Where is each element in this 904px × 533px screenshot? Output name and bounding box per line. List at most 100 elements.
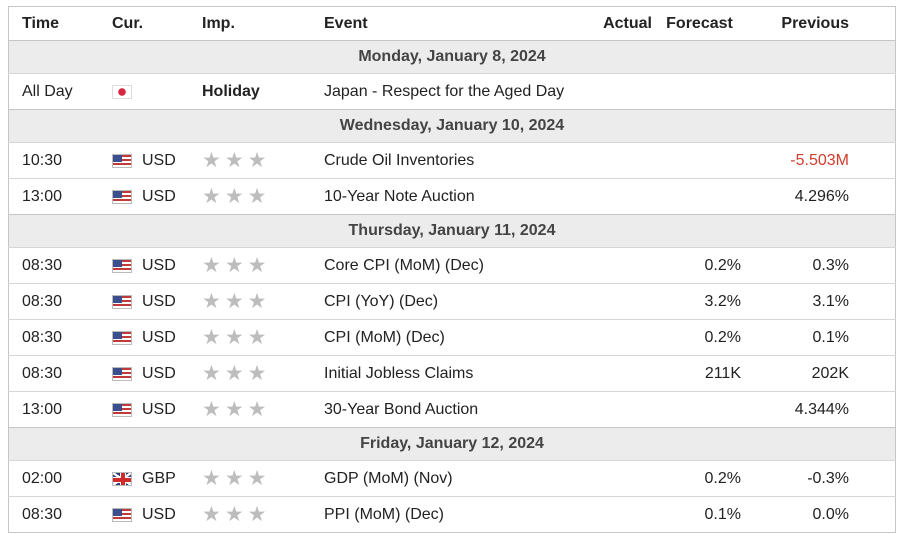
- star-icon: ★: [247, 467, 267, 490]
- event-row[interactable]: 13:00 USD ★ ★ ★ 30-Year Bond Auction 4.344%: [8, 391, 896, 428]
- col-header-forecast[interactable]: Forecast: [652, 6, 747, 41]
- event-previous: [747, 73, 896, 110]
- us-flag-icon: [112, 330, 132, 345]
- event-currency-cell: USD: [112, 247, 202, 284]
- event-row[interactable]: 08:30 USD ★ ★ ★ CPI (YoY) (Dec) 3.2% 3.1%: [8, 283, 896, 320]
- star-icon: ★: [247, 149, 267, 172]
- event-row[interactable]: 08:30 USD ★ ★ ★ Initial Jobless Claims 211K 202…: [8, 355, 896, 392]
- event-time: 08:30: [8, 283, 112, 320]
- star-icon: ★: [202, 326, 221, 349]
- event-currency-cell: USD: [112, 178, 202, 215]
- currency: [112, 84, 202, 99]
- event-forecast: 0.2%: [652, 247, 747, 284]
- event-row[interactable]: 08:30 USD ★ ★ ★ CPI (MoM) (Dec) 0.2% 0.1%: [8, 319, 896, 356]
- star-icon: ★: [247, 326, 267, 349]
- event-previous: 202K: [747, 355, 896, 392]
- importance-stars: ★ ★ ★: [202, 291, 324, 312]
- event-currency-cell: USD: [112, 391, 202, 428]
- event-importance: ★ ★ ★: [202, 178, 324, 215]
- currency: USD: [112, 152, 202, 170]
- star-icon: ★: [202, 254, 221, 277]
- event-currency-cell: USD: [112, 283, 202, 320]
- importance-stars: ★ ★ ★: [202, 399, 324, 420]
- event-previous: -0.3%: [747, 460, 896, 497]
- event-forecast: [652, 142, 747, 179]
- event-forecast: 0.1%: [652, 496, 747, 533]
- event-previous: 4.296%: [747, 178, 896, 215]
- currency: USD: [112, 188, 202, 206]
- currency-code: USD: [142, 187, 176, 205]
- star-icon: ★: [202, 290, 221, 313]
- event-name[interactable]: Initial Jobless Claims: [324, 355, 587, 392]
- event-actual: [587, 142, 652, 179]
- event-time: 08:30: [8, 496, 112, 533]
- importance-stars: ★ ★ ★: [202, 327, 324, 348]
- col-header-importance[interactable]: Imp.: [202, 6, 324, 41]
- col-header-event[interactable]: Event: [324, 6, 587, 41]
- currency: USD: [112, 257, 202, 275]
- event-importance: ★ ★ ★: [202, 247, 324, 284]
- currency-code: USD: [142, 256, 176, 274]
- col-header-previous[interactable]: Previous: [747, 6, 896, 41]
- event-row[interactable]: 10:30 USD ★ ★ ★ Crude Oil Inventories -5.503M: [8, 142, 896, 179]
- currency: USD: [112, 401, 202, 419]
- currency: USD: [112, 293, 202, 311]
- event-forecast: 0.2%: [652, 319, 747, 356]
- event-previous: 3.1%: [747, 283, 896, 320]
- col-header-actual[interactable]: Actual: [587, 6, 652, 41]
- event-actual: [587, 496, 652, 533]
- event-forecast: 211K: [652, 355, 747, 392]
- star-icon: ★: [224, 503, 244, 526]
- event-forecast: [652, 178, 747, 215]
- event-name[interactable]: Japan - Respect for the Aged Day: [324, 73, 587, 110]
- event-actual: [587, 247, 652, 284]
- event-currency-cell: USD: [112, 496, 202, 533]
- event-row[interactable]: 08:30 USD ★ ★ ★ Core CPI (MoM) (Dec) 0.2% 0.3%: [8, 247, 896, 284]
- currency-code: USD: [142, 151, 176, 169]
- event-name[interactable]: CPI (YoY) (Dec): [324, 283, 587, 320]
- star-icon: ★: [224, 326, 244, 349]
- event-actual: [587, 283, 652, 320]
- star-icon: ★: [224, 185, 244, 208]
- date-row: Friday, January 12, 2024: [8, 427, 896, 461]
- currency-code: USD: [142, 364, 176, 382]
- event-importance: ★ ★ ★: [202, 142, 324, 179]
- event-actual: [587, 319, 652, 356]
- event-row[interactable]: 02:00 GBP ★ ★ ★ GDP (MoM) (Nov) 0.2% -0.3%: [8, 460, 896, 497]
- event-previous: 4.344%: [747, 391, 896, 428]
- event-row[interactable]: 13:00 USD ★ ★ ★ 10-Year Note Auction 4.296%: [8, 178, 896, 215]
- event-importance: ★ ★ ★: [202, 355, 324, 392]
- event-name[interactable]: GDP (MoM) (Nov): [324, 460, 587, 497]
- star-icon: ★: [224, 290, 244, 313]
- event-name[interactable]: CPI (MoM) (Dec): [324, 319, 587, 356]
- event-forecast: 3.2%: [652, 283, 747, 320]
- event-forecast: [652, 391, 747, 428]
- event-time: 13:00: [8, 178, 112, 215]
- us-flag-icon: [112, 153, 132, 168]
- col-header-currency[interactable]: Cur.: [112, 6, 202, 41]
- currency: GBP: [112, 470, 202, 488]
- event-currency-cell: [112, 73, 202, 110]
- currency-code: USD: [142, 292, 176, 310]
- event-name[interactable]: Core CPI (MoM) (Dec): [324, 247, 587, 284]
- star-icon: ★: [247, 362, 267, 385]
- event-previous: -5.503M: [747, 142, 896, 179]
- event-forecast: 0.2%: [652, 460, 747, 497]
- event-currency-cell: USD: [112, 319, 202, 356]
- uk-flag-icon: [112, 471, 132, 486]
- importance-stars: ★ ★ ★: [202, 255, 324, 276]
- event-name[interactable]: Crude Oil Inventories: [324, 142, 587, 179]
- event-row[interactable]: All Day Holiday Japan - Respect for the Ag…: [8, 73, 896, 110]
- star-icon: ★: [247, 254, 267, 277]
- event-row[interactable]: 08:30 USD ★ ★ ★ PPI (MoM) (Dec) 0.1% 0.0%: [8, 496, 896, 533]
- event-importance: ★ ★ ★: [202, 283, 324, 320]
- star-icon: ★: [247, 398, 267, 421]
- event-importance: ★ ★ ★: [202, 496, 324, 533]
- col-header-time[interactable]: Time: [8, 6, 112, 41]
- event-name[interactable]: PPI (MoM) (Dec): [324, 496, 587, 533]
- event-name[interactable]: 30-Year Bond Auction: [324, 391, 587, 428]
- star-icon: ★: [224, 398, 244, 421]
- event-name[interactable]: 10-Year Note Auction: [324, 178, 587, 215]
- currency-code: USD: [142, 328, 176, 346]
